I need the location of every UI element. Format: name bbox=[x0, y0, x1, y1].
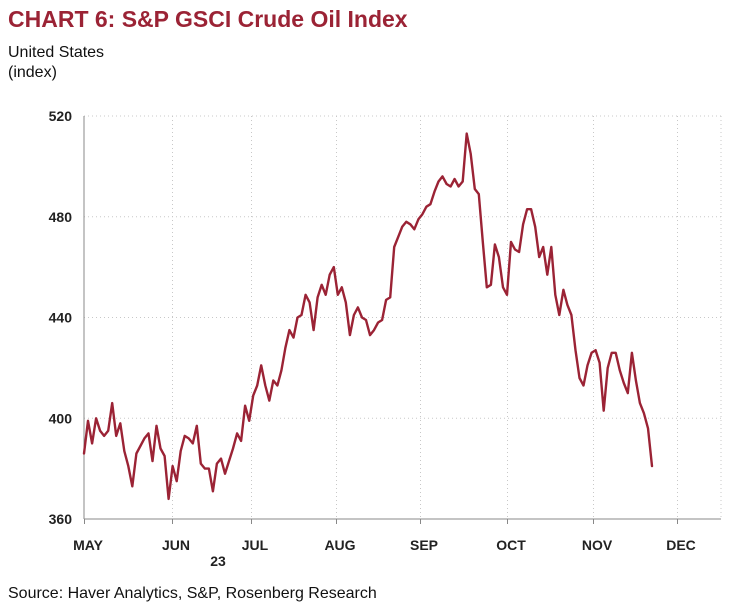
series-layer bbox=[82, 132, 654, 501]
y-tick-label: 400 bbox=[49, 410, 73, 426]
y-tick-label: 480 bbox=[49, 209, 73, 225]
y-tick-label: 360 bbox=[49, 511, 73, 527]
region-label: United States bbox=[8, 44, 105, 61]
y-tick-label: 440 bbox=[49, 310, 73, 326]
year-label: 23 bbox=[210, 553, 226, 569]
x-tick-label: NOV bbox=[582, 537, 613, 553]
series-line-crude-oil-index bbox=[82, 132, 654, 501]
tick-labels: 360 400 440 480 520 MAY JUN JUL AUG SEP OCT NOV DEC 2… bbox=[49, 108, 696, 569]
chart-subtitle: United States (index) bbox=[8, 43, 104, 83]
x-tick-label: JUL bbox=[242, 537, 269, 553]
x-tick-label: MAY bbox=[73, 537, 103, 553]
chart-title: CHART 6: S&P GSCI Crude Oil Index bbox=[8, 6, 408, 32]
x-tick-label: JUN bbox=[162, 537, 190, 553]
x-tick-label: DEC bbox=[666, 537, 696, 553]
source-note: Source: Haver Analytics, S&P, Rosenberg … bbox=[8, 585, 377, 602]
unit-label: (index) bbox=[8, 64, 57, 81]
x-tick-label: OCT bbox=[496, 537, 526, 553]
x-tick-label: SEP bbox=[410, 537, 438, 553]
y-tick-label: 520 bbox=[49, 108, 73, 124]
x-tick-label: AUG bbox=[324, 537, 355, 553]
